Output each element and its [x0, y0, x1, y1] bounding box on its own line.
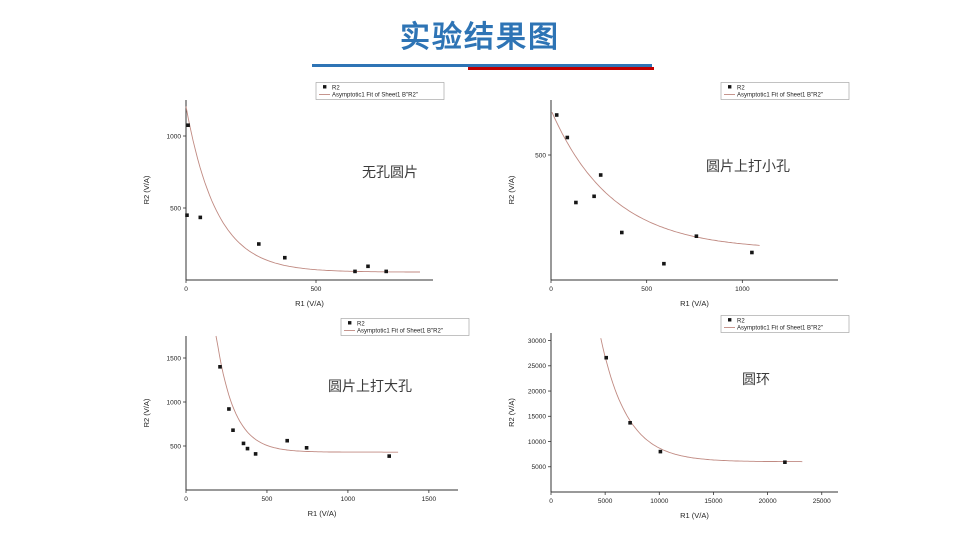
svg-text:1000: 1000	[167, 399, 182, 406]
svg-text:1000: 1000	[735, 286, 750, 293]
svg-text:0: 0	[184, 286, 188, 293]
svg-text:15000: 15000	[704, 498, 722, 505]
svg-text:1500: 1500	[167, 355, 182, 362]
svg-text:Asymptotic1 Fit of Sheet1 B"R2: Asymptotic1 Fit of Sheet1 B"R2"	[332, 93, 418, 99]
svg-text:0: 0	[549, 286, 553, 293]
svg-text:1500: 1500	[422, 496, 437, 503]
svg-text:500: 500	[311, 286, 322, 293]
svg-text:25000: 25000	[813, 498, 831, 505]
svg-text:R1 (V/A): R1 (V/A)	[680, 511, 709, 520]
caption-no-hole-disc: 无孔圆片	[362, 164, 418, 180]
caption-ring: 圆环	[742, 371, 770, 387]
svg-text:R2 (V/A): R2 (V/A)	[142, 175, 151, 204]
divider-blue-line	[312, 64, 652, 67]
chart-no-hole-disc: 0 500 500 1000 R1 (V/A) R2 (V/A) R2Asymptotic1…	[140, 82, 445, 310]
svg-text:25000: 25000	[528, 363, 546, 370]
svg-text:R2: R2	[357, 322, 365, 328]
svg-text:10000: 10000	[528, 439, 546, 446]
svg-text:R2 (V/A): R2 (V/A)	[507, 398, 516, 427]
chart-ring: 0 5000 10000 15000 20000 25000 5000 10000 15000 2…	[505, 315, 850, 522]
svg-text:20000: 20000	[759, 498, 777, 505]
svg-text:1000: 1000	[167, 133, 182, 140]
svg-text:500: 500	[170, 205, 181, 212]
slide-title: 实验结果图	[400, 21, 560, 54]
svg-text:R1 (V/A): R1 (V/A)	[308, 509, 337, 518]
svg-text:R2: R2	[737, 319, 745, 325]
svg-text:500: 500	[170, 443, 181, 450]
svg-text:R2 (V/A): R2 (V/A)	[142, 398, 151, 427]
svg-text:20000: 20000	[528, 388, 546, 395]
svg-text:10000: 10000	[650, 498, 668, 505]
svg-text:15000: 15000	[528, 414, 546, 421]
svg-text:Asymptotic1 Fit of Sheet1 B"R2: Asymptotic1 Fit of Sheet1 B"R2"	[737, 93, 823, 99]
svg-text:1000: 1000	[341, 496, 356, 503]
svg-text:0: 0	[549, 498, 553, 505]
svg-text:R1 (V/A): R1 (V/A)	[295, 299, 324, 308]
divider-red-line	[468, 67, 654, 70]
svg-text:5000: 5000	[532, 464, 547, 471]
svg-text:500: 500	[262, 496, 273, 503]
svg-text:R2: R2	[332, 86, 340, 92]
svg-text:R2 (V/A): R2 (V/A)	[507, 175, 516, 204]
svg-text:Asymptotic1 Fit of Sheet1 B"R2: Asymptotic1 Fit of Sheet1 B"R2"	[357, 329, 443, 335]
svg-text:30000: 30000	[528, 338, 546, 345]
svg-text:500: 500	[641, 286, 652, 293]
chart-small-hole-disc: 0 500 1000 500 R1 (V/A) R2 (V/A) R2Asymptotic1…	[505, 82, 850, 310]
svg-text:0: 0	[184, 496, 188, 503]
svg-text:R1 (V/A): R1 (V/A)	[680, 299, 709, 308]
svg-text:R2: R2	[737, 86, 745, 92]
caption-large-hole-disc: 圆片上打大孔	[328, 378, 412, 394]
caption-small-hole-disc: 圆片上打小孔	[706, 158, 790, 174]
svg-text:500: 500	[535, 152, 546, 159]
svg-text:Asymptotic1 Fit of Sheet1 B"R2: Asymptotic1 Fit of Sheet1 B"R2"	[737, 326, 823, 332]
chart-large-hole-disc: 0 500 1000 1500 500 1000 1500 R1 (V/A) R2 (V/A) R…	[140, 318, 470, 520]
svg-text:5000: 5000	[598, 498, 613, 505]
